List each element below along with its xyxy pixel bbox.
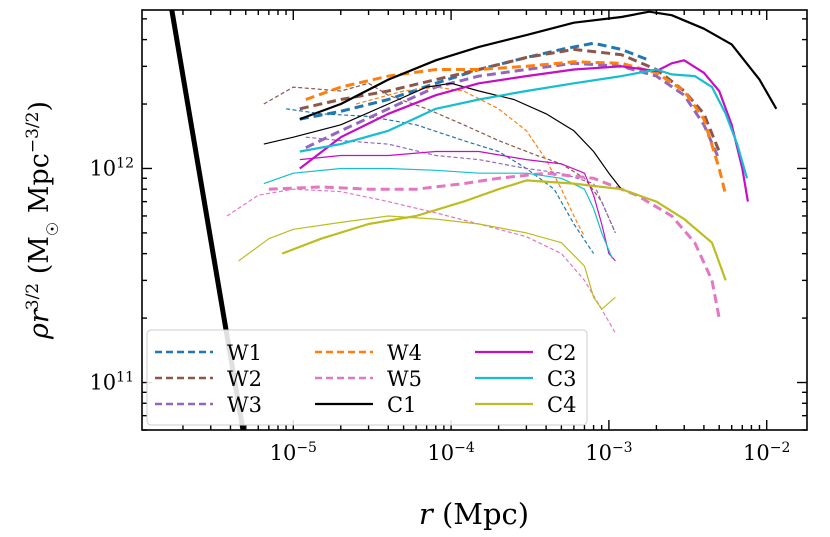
legend-label-w5: W5 bbox=[387, 367, 422, 391]
series-line-c4 bbox=[281, 179, 727, 281]
series-line-w3-inner bbox=[305, 136, 616, 234]
series-line-c3-inner bbox=[263, 167, 613, 259]
series-line-w4-inner bbox=[355, 86, 586, 237]
series-line-w3 bbox=[305, 61, 721, 161]
x-tick-label: 10−5 bbox=[270, 440, 317, 465]
series-line-w5-inner bbox=[226, 188, 616, 334]
x-tick-label: 10−4 bbox=[427, 440, 474, 465]
series-line-c1-inner bbox=[263, 82, 622, 190]
series-line-w2-inner bbox=[263, 82, 616, 234]
series-line-c2 bbox=[299, 59, 749, 202]
series-line-c4-inner bbox=[238, 215, 616, 310]
legend-label-c1: C1 bbox=[387, 393, 416, 417]
series-layer bbox=[169, 10, 778, 430]
legend-label-w2: W2 bbox=[227, 367, 262, 391]
series-line-w5 bbox=[268, 171, 721, 319]
series-line-c3 bbox=[299, 68, 749, 179]
x-axis-label: r (Mpc) bbox=[419, 497, 529, 531]
y-tick-label: 1011 bbox=[89, 370, 134, 395]
series-line-c1 bbox=[299, 10, 778, 121]
plot-frame bbox=[141, 9, 808, 431]
legend-label-w3: W3 bbox=[227, 393, 262, 417]
legend-label-w4: W4 bbox=[387, 341, 422, 365]
legend-label-c3: C3 bbox=[547, 367, 576, 391]
ticks-layer: 10−5 10−4 10−3 10−2 1011 1012 bbox=[89, 10, 807, 465]
legend-label-c2: C2 bbox=[547, 341, 576, 365]
legend-box bbox=[146, 329, 588, 426]
y-axis-label: ρr3/2 (M☉ Mpc−3/2) bbox=[23, 101, 62, 340]
series-line-w1 bbox=[299, 41, 650, 121]
x-tick-label: 10−2 bbox=[743, 440, 790, 465]
series-line-w4 bbox=[305, 60, 728, 196]
series-line-w1-inner bbox=[286, 108, 595, 254]
legend-label-w1: W1 bbox=[227, 341, 262, 365]
y-tick-label: 1012 bbox=[89, 155, 134, 180]
series-line-c2-inner bbox=[299, 150, 616, 262]
legend-label-c4: C4 bbox=[547, 393, 576, 417]
x-tick-label: 10−3 bbox=[585, 440, 632, 465]
